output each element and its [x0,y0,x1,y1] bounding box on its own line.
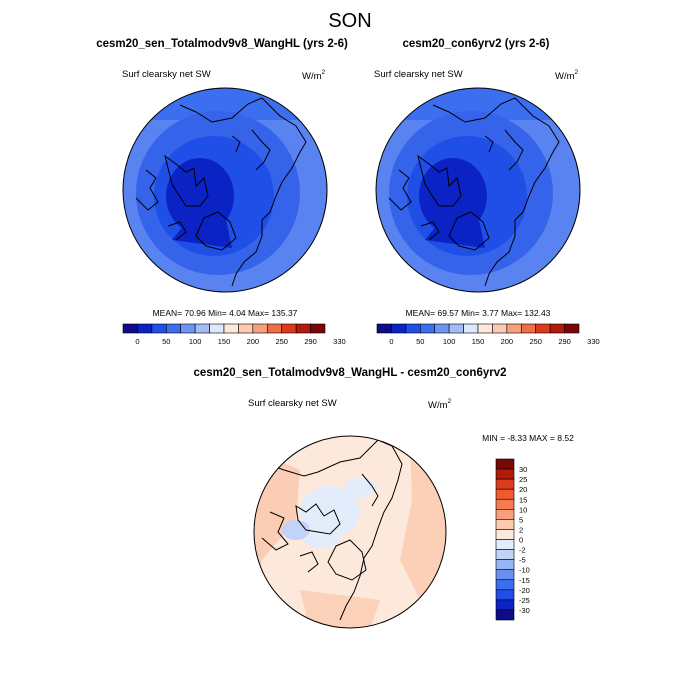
colorbar-label: 0 [389,337,393,346]
colorbar-label: 290 [558,337,571,346]
colorbar-label: 2 [519,525,523,534]
colorbar-label: -30 [519,606,530,615]
colorbar-swatch [495,559,515,570]
panel-title: cesm20_sen_Totalmodv9v8_WangHL (yrs 2-6) [96,38,348,50]
colorbar-label: 200 [247,337,260,346]
colorbar-swatch [122,323,138,334]
colorbar-swatch [209,323,225,334]
colorbar-swatch [448,323,464,334]
panel-difference: cesm20_sen_Totalmodv9v8_WangHL - cesm20_… [194,367,574,629]
colorbar-swatch [495,519,515,530]
colorbar-label: 250 [529,337,542,346]
colorbar-swatch [376,323,392,334]
units-label: W/m2 [302,69,326,82]
colorbar-label: 330 [333,337,346,346]
variable-label: Surf clearsky net SW [122,69,211,80]
colorbar-swatch [391,323,407,334]
colorbar-swatch [137,323,153,334]
colorbar-swatch [564,323,580,334]
colorbar-label: -5 [519,556,526,565]
colorbar-label: -2 [519,546,526,555]
colorbar-swatch [477,323,493,334]
colorbar-label: 15 [519,495,527,504]
colorbar-swatch [495,468,515,480]
colorbar-swatch [310,323,326,334]
colorbar-label: -20 [519,586,530,595]
colorbar-swatch [495,539,515,550]
colorbar-label: 50 [162,337,170,346]
variable-label: Surf clearsky net SW [374,69,463,80]
colorbar-label: 0 [519,536,523,545]
colorbar-swatch [520,323,537,334]
colorbar-label: -10 [519,566,530,575]
colorbar-swatch [535,323,551,334]
colorbar-swatch [495,529,515,540]
panel-title: cesm20_sen_Totalmodv9v8_WangHL - cesm20_… [194,367,507,379]
colorbar-label: 330 [587,337,600,346]
colorbar: 0 50 100 150 200 250 290 330 [122,323,346,346]
colorbar-swatch [180,323,196,334]
panel-title: cesm20_con6yrv2 (yrs 2-6) [402,38,549,50]
colorbar-label: 150 [472,337,485,346]
panel-left: cesm20_sen_Totalmodv9v8_WangHL (yrs 2-6)… [96,38,348,346]
colorbar: 0 50 100 150 200 250 290 330 [376,323,600,346]
colorbar-label: 150 [218,337,231,346]
colorbar-swatch [295,323,311,334]
polar-map [375,87,581,293]
colorbar-label: 0 [135,337,139,346]
polar-map [253,435,447,629]
colorbar-swatch [266,323,283,334]
variable-label: Surf clearsky net SW [248,398,337,409]
colorbar-swatch [492,323,508,334]
colorbar-label: 20 [519,485,527,494]
colorbar-swatch [434,323,450,334]
units-label: W/m2 [428,398,452,411]
colorbar-swatch [463,323,479,334]
colorbar-swatch [405,323,421,334]
stats-label: MEAN= 69.57 Min= 3.77 Max= 132.43 [406,308,551,318]
colorbar-swatch [223,323,239,334]
colorbar-swatch [495,549,515,560]
stats-label: MEAN= 70.96 Min= 4.04 Max= 135.37 [153,308,298,318]
colorbar-label: 100 [189,337,202,346]
colorbar-swatch [495,569,515,581]
colorbar-swatch [495,509,515,520]
colorbar-label: 25 [519,475,527,484]
colorbar-label: -25 [519,596,530,605]
colorbar-swatch [495,609,515,621]
colorbar-swatch [495,599,515,611]
colorbar-swatch [151,323,167,334]
colorbar-label: 200 [501,337,514,346]
colorbar-swatch [281,323,297,334]
colorbar-swatch [495,458,515,470]
colorbar-label: -15 [519,576,530,585]
colorbar-label: 250 [275,337,288,346]
figure-title: SON [328,10,371,32]
colorbar-swatch [238,323,254,334]
colorbar-label: 50 [416,337,424,346]
colorbar-swatch [194,323,210,334]
colorbar-label: 5 [519,515,523,524]
colorbar-label: 100 [443,337,456,346]
colorbar-swatch [495,498,515,510]
colorbar-swatch [495,488,515,500]
colorbar-swatch [549,323,565,334]
colorbar-swatch [506,323,522,334]
colorbar-swatch [495,579,515,591]
colorbar-swatch [419,323,436,334]
units-label: W/m2 [555,69,579,82]
polar-map [122,87,328,293]
colorbar-swatch [252,323,268,334]
colorbar-label: 10 [519,505,527,514]
stats-label: MIN = -8.33 MAX = 8.52 [482,433,574,443]
colorbar-label: 290 [304,337,317,346]
colorbar-swatch [165,323,182,334]
colorbar-label: 30 [519,465,527,474]
panel-right: cesm20_con6yrv2 (yrs 2-6) Surf clearsky … [374,38,600,346]
colorbar-swatch [495,478,515,490]
colorbar-swatch [495,589,515,601]
